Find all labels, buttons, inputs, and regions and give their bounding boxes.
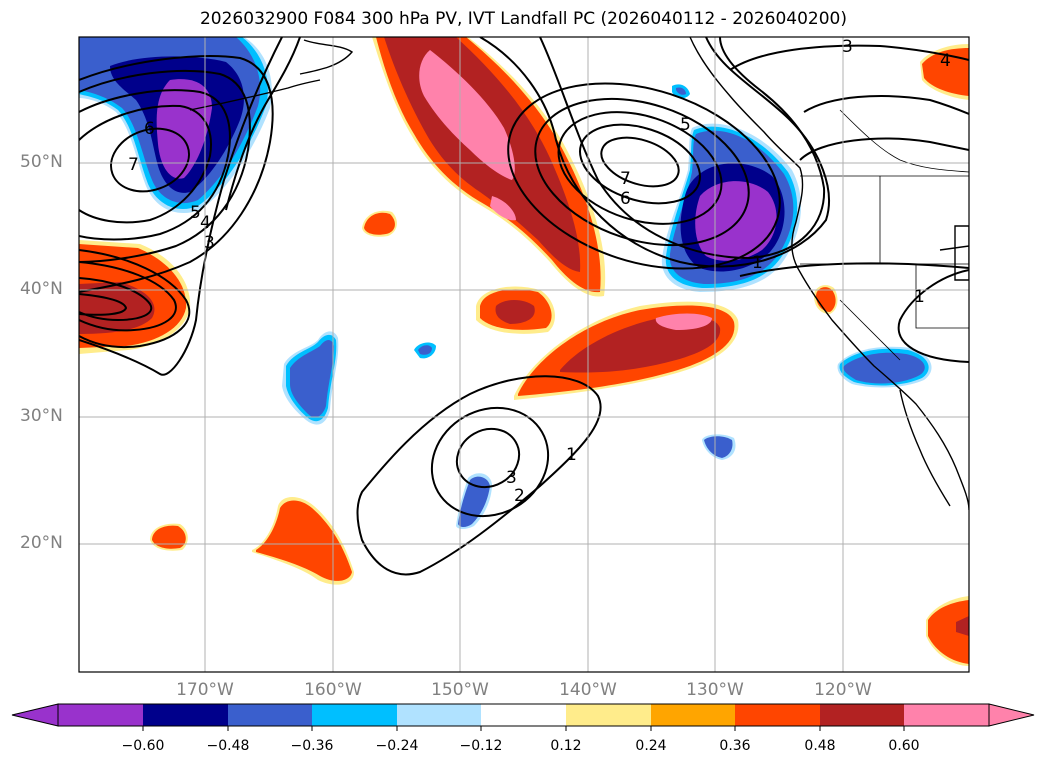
contour-label-south-2: 2 [514, 486, 525, 506]
lat-label-40n: 40°N [20, 279, 63, 299]
colorbar [11, 703, 1035, 731]
contour-label-coast-1b: 1 [914, 287, 925, 307]
lon-label-120w: 120°W [814, 680, 872, 700]
colorbar-tick-label: −0.60 [121, 738, 165, 754]
colorbar-segment [397, 704, 481, 726]
lon-label-170w: 170°W [176, 680, 234, 700]
contour-label-north-6: 6 [620, 189, 631, 209]
contour-label-west-5: 5 [190, 203, 201, 223]
colorbar-tick-label: 0.12 [550, 738, 582, 754]
lon-label-140w: 140°W [559, 680, 617, 700]
contour-label-northeast-4: 4 [940, 51, 951, 71]
contour-label-north-7: 7 [620, 169, 631, 189]
colorbar-segment [481, 704, 566, 726]
negative-anomaly-coast [661, 84, 802, 292]
contour-label-northeast-3: 3 [842, 37, 853, 57]
lat-label-50n: 50°N [20, 152, 63, 172]
contour-label-north-5: 5 [680, 115, 691, 135]
contour-label-group: 7 6 5 7 6 5 4 3 3 2 1 3 4 1 1 [128, 37, 951, 506]
colorbar-tick-label: −0.36 [290, 738, 334, 754]
map-plot-area [79, 37, 969, 672]
positive-anomaly-west [79, 240, 191, 354]
colorbar-extend-low [11, 703, 59, 727]
colorbar-segment [735, 704, 820, 726]
lon-label-150w: 150°W [431, 680, 489, 700]
lon-label-160w: 160°W [304, 680, 362, 700]
contour-label-south-3: 3 [506, 468, 517, 488]
colorbar-tick-label: −0.48 [206, 738, 250, 754]
positive-anomaly-band-north [372, 37, 606, 297]
state-borders [800, 109, 969, 361]
contour-label-west-6: 6 [144, 119, 155, 139]
map-frame [78, 36, 970, 673]
lat-label-30n: 30°N [20, 406, 63, 426]
negative-anomaly-small [282, 331, 932, 529]
contour-label-west-4: 4 [200, 213, 211, 233]
coastlines [189, 37, 969, 511]
contour-label-coast-1a: 1 [752, 253, 763, 273]
contour-label-west-3: 3 [204, 233, 215, 253]
colorbar-tick-marks [142, 726, 905, 731]
contour-label-west-7: 7 [128, 155, 139, 175]
lon-label-130w: 130°W [686, 680, 744, 700]
colorbar-segment [904, 704, 989, 726]
colorbar-tick-label: −0.12 [459, 738, 503, 754]
colorbar-segment [651, 704, 735, 726]
colorbar-segment [58, 704, 143, 726]
colorbar-segment [312, 704, 397, 726]
colorbar-tick-label: 0.36 [719, 738, 751, 754]
colorbar-segment [143, 704, 228, 726]
map-title: 2026032900 F084 300 hPa PV, IVT Landfall… [199, 9, 847, 29]
contour-label-south-1: 1 [566, 445, 577, 465]
colorbar-segment [566, 704, 651, 726]
colorbar-frame [57, 703, 990, 727]
positive-anomaly-central [514, 301, 739, 400]
gridlines [79, 37, 969, 672]
colorbar-extend-high [988, 703, 1035, 727]
colorbar-tick-label: −0.24 [375, 738, 419, 754]
lat-label-20n: 20°N [20, 533, 63, 553]
colorbar-segment [820, 704, 904, 726]
contours-coast [897, 269, 969, 363]
colorbar-segment [228, 704, 312, 726]
contours-west-high [79, 37, 301, 376]
colorbar-tick-label: 0.48 [804, 738, 836, 754]
colorbar-tick-label: 0.60 [888, 738, 920, 754]
contours-north-high [479, 37, 830, 270]
colorbar-tick-label: 0.24 [635, 738, 667, 754]
